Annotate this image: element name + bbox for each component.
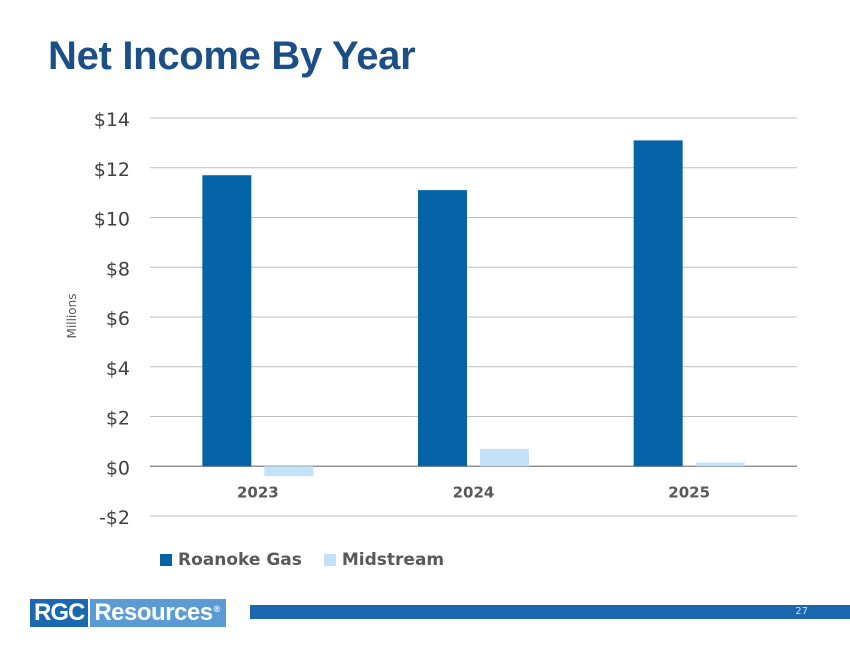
x-tick-label: 2023 <box>237 483 279 501</box>
bar-roanoke-gas-2023 <box>202 175 252 467</box>
logo-resources-text: Resources <box>94 599 213 626</box>
logo-resources-box: Resources ® <box>90 599 226 627</box>
logo-divider <box>88 599 91 627</box>
legend-item-midstream: Midstream <box>323 550 445 570</box>
gridlines <box>150 117 797 517</box>
x-tick-label: 2024 <box>453 483 495 501</box>
slide-title: Net Income By Year <box>48 34 416 78</box>
y-tick-label: $8 <box>106 258 130 280</box>
y-tick-label: $6 <box>106 308 130 330</box>
legend-item-roanoke-gas: Roanoke Gas <box>160 550 302 570</box>
bar-midstream-2024 <box>480 448 529 467</box>
net-income-bar-chart: $14 $12 $10 $8 $6 $4 $2 $0 -$2 Millions 2023 2024… <box>65 109 797 529</box>
y-tick-label: $2 <box>106 408 130 430</box>
bar-midstream-2023 <box>264 466 314 477</box>
logo-registered-mark: ® <box>213 604 221 614</box>
footer-bar: 27 <box>250 605 850 619</box>
y-tick-label: $10 <box>94 209 130 231</box>
y-tick-label: $4 <box>106 358 130 380</box>
legend-label-roanoke-gas: Roanoke Gas <box>178 550 302 570</box>
legend: Roanoke Gas Midstream <box>160 550 466 570</box>
bars <box>202 140 745 477</box>
y-axis-label: Millions <box>65 294 79 339</box>
bar-midstream-2025 <box>695 462 745 467</box>
x-tick-label: 2025 <box>668 483 710 501</box>
y-tick-label: $14 <box>94 109 130 131</box>
legend-swatch-midstream <box>323 554 336 566</box>
logo-rgc-text: RGC <box>30 599 89 627</box>
y-tick-label: -$2 <box>99 507 130 529</box>
bar-roanoke-gas-2025 <box>633 140 683 467</box>
y-axis-tick-labels: $14 $12 $10 $8 $6 $4 $2 $0 -$2 <box>94 109 130 529</box>
bar-roanoke-gas-2024 <box>418 190 467 467</box>
y-tick-label: $12 <box>94 159 130 181</box>
y-tick-label: $0 <box>106 457 130 479</box>
page-number: 27 <box>795 606 808 617</box>
legend-label-midstream: Midstream <box>341 550 445 570</box>
rgc-resources-logo: RGC Resources ® <box>30 599 226 627</box>
x-axis-tick-labels: 2023 2024 2025 <box>237 483 710 501</box>
legend-swatch-roanoke-gas <box>160 554 172 566</box>
